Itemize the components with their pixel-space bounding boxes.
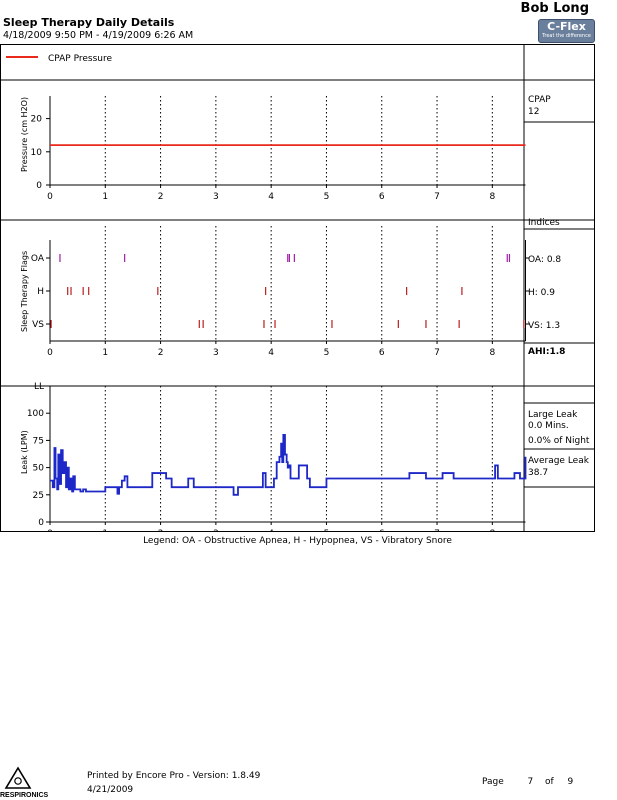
leak-x-tick-label: 2	[158, 529, 164, 532]
leak-y-tick-label: LL	[34, 382, 44, 392]
pressure-x-tick-label: 5	[324, 192, 330, 202]
flags-y-label: Sleep Therapy Flags	[20, 251, 29, 332]
page-label: Page	[482, 777, 504, 787]
leak-x-tick-label: 6	[379, 529, 385, 532]
pressure-y-tick-label: 0	[36, 181, 42, 191]
printed-date: 4/21/2009	[87, 785, 134, 795]
cflex-logo-subtext: Treat the difference	[542, 33, 591, 39]
leak-x-tick-label: 7	[434, 529, 440, 532]
ahi-label: AHI:1.8	[528, 347, 565, 357]
report-frame	[0, 44, 595, 532]
leak-x-tick-label: 4	[268, 529, 274, 532]
page-of-label: of	[545, 777, 554, 787]
cpap-side-value: 12	[528, 107, 539, 117]
leak-x-tick-label: 0	[47, 529, 53, 532]
pressure-x-tick-label: 7	[434, 192, 440, 202]
leak-y-tick-label: 50	[33, 464, 45, 474]
leak-x-tick-label: 3	[213, 529, 219, 532]
leak-y-label: Leak (LPM)	[20, 430, 29, 474]
page-indicator: Page 7 of 9	[482, 777, 573, 787]
leak-y-tick-label: 0	[38, 518, 44, 528]
pressure-x-tick-label: 8	[489, 192, 495, 202]
flags-x-tick-label: 1	[102, 348, 108, 358]
index-value-oa: OA: 0.8	[528, 255, 561, 265]
pressure-x-tick-label: 1	[102, 192, 108, 202]
index-value-vs: VS: 1.3	[528, 321, 560, 331]
index-value-h: H: 0.9	[528, 288, 555, 298]
leak-y-tick-label: 75	[33, 436, 44, 446]
pressure-x-tick-label: 2	[158, 192, 164, 202]
leak-x-tick-label: 5	[324, 529, 330, 532]
leak-series-line	[50, 434, 527, 496]
pressure-x-tick-label: 3	[213, 192, 219, 202]
flags-category-label: VS	[32, 320, 44, 330]
leak-x-tick-label: 1	[102, 529, 108, 532]
respironics-brand-text: RESPIRONICS	[0, 792, 49, 799]
leak-y-tick-label: 100	[27, 409, 44, 419]
flags-x-tick-label: 4	[268, 348, 274, 358]
pressure-y-label: Pressure (cm H2O)	[20, 97, 29, 172]
flags-x-tick-label: 5	[324, 348, 330, 358]
flags-x-tick-label: 8	[489, 348, 495, 358]
large-leak-title: Large Leak	[528, 410, 578, 420]
respironics-logo: RESPIRONICS	[0, 766, 49, 799]
pressure-y-tick-label: 10	[31, 148, 43, 158]
indices-header: Indices	[528, 218, 560, 228]
flags-x-tick-label: 6	[379, 348, 385, 358]
large-leak-minutes: 0.0 Mins.	[528, 421, 569, 431]
average-leak-value: 38.7	[528, 468, 548, 478]
report-title: Sleep Therapy Daily Details	[3, 16, 175, 29]
cflex-logo-text: C-Flex	[547, 20, 586, 33]
cflex-logo: C-Flex Treat the difference	[538, 19, 595, 43]
large-leak-percent: 0.0% of Night	[528, 436, 590, 446]
pressure-x-tick-label: 0	[47, 192, 53, 202]
date-range: 4/18/2009 9:50 PM - 4/19/2009 6:26 AM	[3, 30, 194, 41]
pressure-legend-label: CPAP Pressure	[48, 54, 112, 64]
patient-name: Bob Long	[520, 1, 589, 16]
flags-category-label: OA	[31, 254, 45, 264]
printed-by-block: Printed by Encore Pro - Version: 1.8.49 …	[87, 769, 260, 797]
flags-x-tick-label: 0	[47, 348, 53, 358]
leak-y-tick-label: 25	[33, 491, 44, 501]
leak-x-tick-label: 8	[489, 529, 495, 532]
pressure-y-tick-label: 20	[31, 115, 43, 125]
flags-x-tick-label: 7	[434, 348, 440, 358]
page-total: 9	[567, 777, 574, 787]
average-leak-title: Average Leak	[528, 456, 590, 466]
pressure-x-tick-label: 6	[379, 192, 385, 202]
flags-x-tick-label: 3	[213, 348, 219, 358]
page-number: 7	[527, 777, 534, 787]
legend-text: Legend: OA - Obstructive Apnea, H - Hypo…	[143, 536, 452, 546]
flags-x-tick-label: 2	[158, 348, 164, 358]
flags-category-label: H	[37, 287, 44, 297]
cpap-side-label: CPAP	[528, 95, 551, 105]
printed-by: Printed by Encore Pro - Version: 1.8.49	[87, 771, 261, 781]
pressure-x-tick-label: 4	[268, 192, 274, 202]
